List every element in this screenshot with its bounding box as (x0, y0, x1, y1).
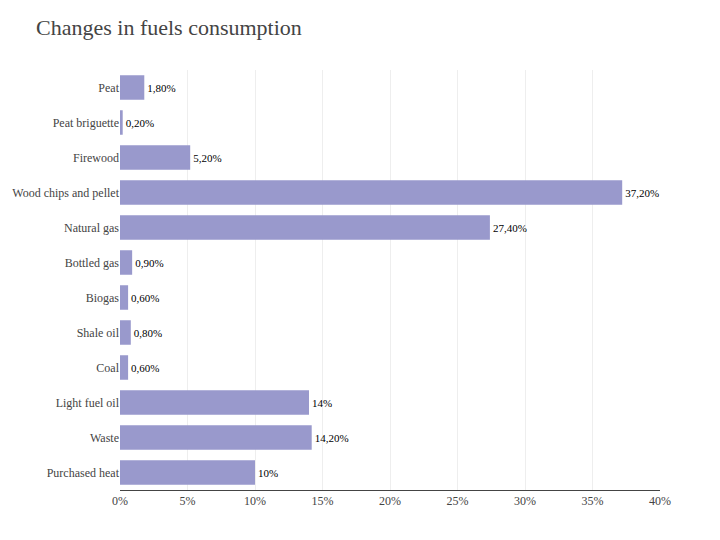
svg-text:14%: 14% (312, 397, 332, 409)
svg-text:0,90%: 0,90% (135, 257, 163, 269)
svg-text:30%: 30% (514, 494, 536, 508)
svg-text:40%: 40% (649, 494, 671, 508)
svg-text:Coal: Coal (96, 361, 119, 375)
svg-text:37,20%: 37,20% (625, 187, 659, 199)
svg-text:0,60%: 0,60% (131, 362, 159, 374)
svg-text:20%: 20% (379, 494, 401, 508)
svg-text:35%: 35% (582, 494, 604, 508)
svg-text:0,60%: 0,60% (131, 292, 159, 304)
svg-text:0,20%: 0,20% (126, 117, 154, 129)
svg-text:Changes in fuels consumption: Changes in fuels consumption (36, 15, 302, 40)
svg-text:Light fuel oil: Light fuel oil (56, 396, 120, 410)
svg-text:27,40%: 27,40% (493, 222, 527, 234)
svg-text:Waste: Waste (90, 431, 119, 445)
svg-text:Bottled gas: Bottled gas (65, 256, 120, 270)
svg-text:5,20%: 5,20% (193, 152, 221, 164)
svg-text:14,20%: 14,20% (315, 432, 349, 444)
svg-text:Wood chips and pellet: Wood chips and pellet (12, 186, 119, 200)
svg-text:Peat: Peat (98, 81, 119, 95)
svg-text:Natural gas: Natural gas (64, 221, 119, 235)
svg-text:25%: 25% (447, 494, 469, 508)
svg-text:Biogas: Biogas (86, 291, 120, 305)
svg-text:10%: 10% (258, 467, 278, 479)
svg-text:0%: 0% (112, 494, 128, 508)
svg-text:Shale oil: Shale oil (77, 326, 120, 340)
svg-text:15%: 15% (312, 494, 334, 508)
svg-text:Firewood: Firewood (73, 151, 119, 165)
svg-text:0,80%: 0,80% (134, 327, 162, 339)
svg-text:Peat briguette: Peat briguette (53, 116, 119, 130)
svg-text:10%: 10% (244, 494, 266, 508)
svg-text:Purchased heat: Purchased heat (47, 466, 120, 480)
svg-text:5%: 5% (180, 494, 196, 508)
svg-text:1,80%: 1,80% (147, 82, 175, 94)
